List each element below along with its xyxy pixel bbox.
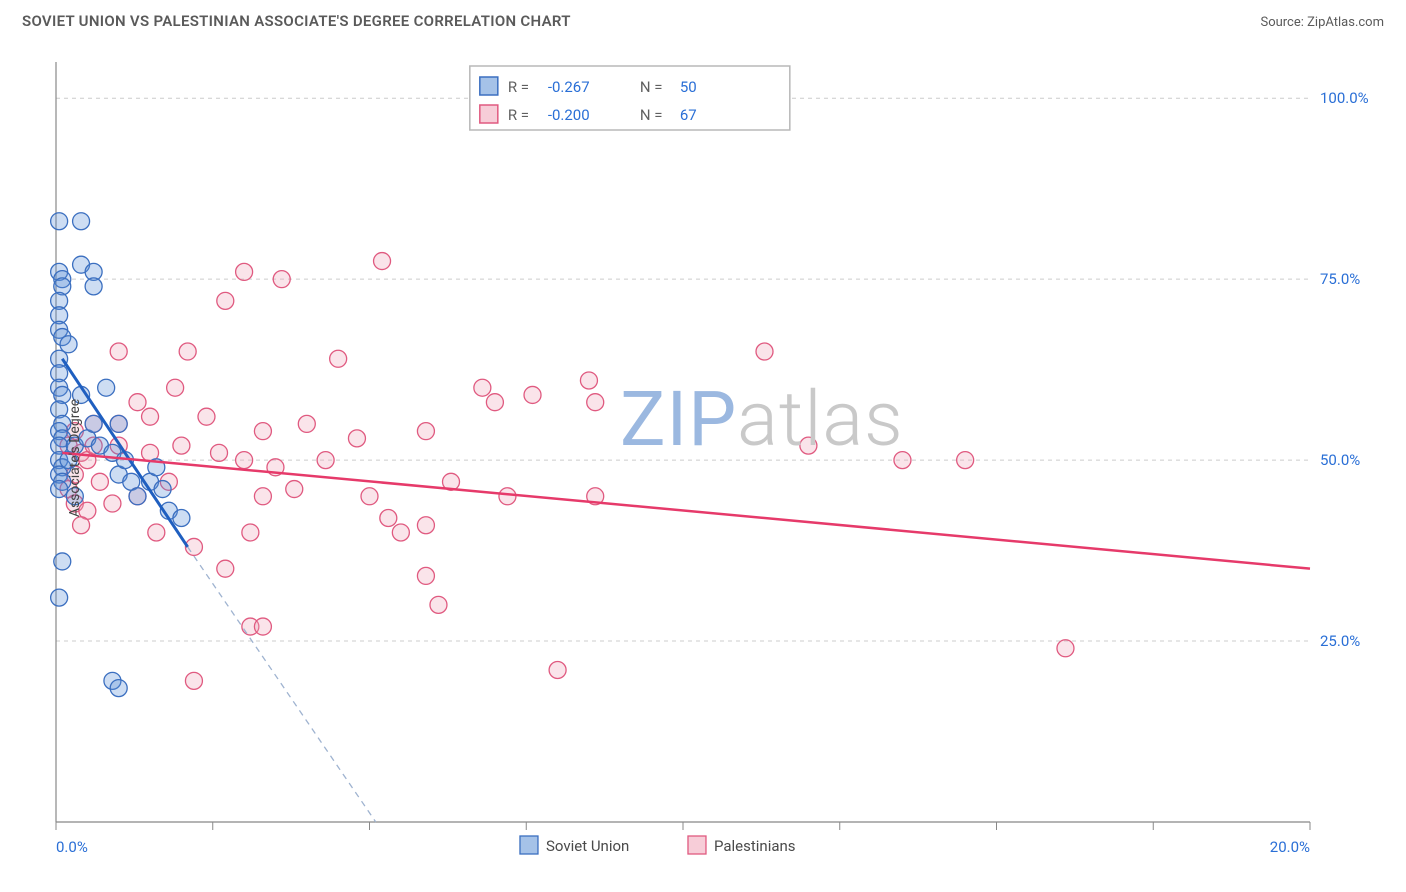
- svg-text:50.0%: 50.0%: [1320, 451, 1360, 469]
- scatter-point: [286, 481, 303, 498]
- scatter-point: [417, 517, 434, 534]
- scatter-point: [800, 437, 817, 454]
- source-name: ZipAtlas.com: [1307, 15, 1384, 30]
- scatter-point: [254, 488, 271, 505]
- scatter-point: [51, 589, 68, 606]
- scatter-point: [51, 481, 68, 498]
- svg-text:67: 67: [680, 106, 697, 124]
- scatter-point: [361, 488, 378, 505]
- scatter-point: [957, 452, 974, 469]
- scatter-point: [91, 473, 108, 490]
- scatter-point: [549, 662, 566, 679]
- scatter-chart: 25.0% 50.0% 75.0% 100.0% 0.0% 20.0% R = -0.267…: [20, 44, 1386, 872]
- scatter-point: [217, 560, 234, 577]
- scatter-point: [179, 343, 196, 360]
- svg-text:50: 50: [680, 78, 697, 96]
- scatter-point: [298, 415, 315, 432]
- scatter-point: [110, 415, 127, 432]
- svg-text:20.0%: 20.0%: [1270, 838, 1310, 856]
- svg-text:R =: R =: [508, 106, 529, 124]
- scatter-point: [756, 343, 773, 360]
- scatter-point: [254, 423, 271, 440]
- svg-text:R =: R =: [508, 78, 529, 96]
- scatter-point: [73, 517, 90, 534]
- scatter-point: [104, 495, 121, 512]
- scatter-point: [51, 213, 68, 230]
- scatter-point: [236, 263, 253, 280]
- scatter-point: [580, 372, 597, 389]
- scatter-point: [129, 488, 146, 505]
- scatter-point: [129, 394, 146, 411]
- svg-text:Palestinians: Palestinians: [714, 837, 796, 855]
- scatter-point: [894, 452, 911, 469]
- scatter-point: [330, 350, 347, 367]
- source-prefix: Source:: [1260, 15, 1307, 30]
- scatter-point: [211, 444, 228, 461]
- scatter-point: [1057, 640, 1074, 657]
- svg-text:N =: N =: [640, 78, 663, 96]
- chart-title: SOVIET UNION VS PALESTINIAN ASSOCIATE'S …: [22, 12, 571, 30]
- scatter-point: [587, 394, 604, 411]
- scatter-point: [217, 292, 234, 309]
- scatter-point: [110, 343, 127, 360]
- scatter-point: [236, 452, 253, 469]
- legend-series: Soviet Union Palestinians: [520, 836, 796, 855]
- scatter-point: [73, 213, 90, 230]
- scatter-point: [60, 336, 77, 353]
- scatter-point: [110, 680, 127, 697]
- svg-text:-0.267: -0.267: [548, 78, 590, 96]
- scatter-point: [392, 524, 409, 541]
- svg-text:-0.200: -0.200: [548, 106, 590, 124]
- scatter-point: [173, 437, 190, 454]
- scatter-point: [417, 423, 434, 440]
- svg-text:100.0%: 100.0%: [1320, 89, 1369, 107]
- scatter-point: [154, 481, 171, 498]
- scatter-point: [185, 672, 202, 689]
- source-attribution: Source: ZipAtlas.com: [1260, 15, 1384, 30]
- svg-text:0.0%: 0.0%: [56, 838, 88, 856]
- scatter-point: [142, 408, 159, 425]
- scatter-point: [85, 278, 102, 295]
- scatter-point: [167, 379, 184, 396]
- scatter-point: [380, 510, 397, 527]
- scatter-point: [173, 510, 190, 527]
- legend-stats: R = -0.267 N = 50 R = -0.200 N = 67: [470, 66, 790, 130]
- svg-text:Soviet Union: Soviet Union: [546, 837, 629, 855]
- svg-text:75.0%: 75.0%: [1320, 270, 1360, 288]
- scatter-point: [273, 271, 290, 288]
- scatter-point: [474, 379, 491, 396]
- scatter-point: [198, 408, 215, 425]
- scatter-point: [524, 386, 541, 403]
- scatter-point: [374, 253, 391, 270]
- scatter-point: [417, 567, 434, 584]
- scatter-point: [499, 488, 516, 505]
- trend-line: [62, 453, 1310, 569]
- scatter-point: [148, 524, 165, 541]
- y-axis-title: Associate's Degree: [67, 399, 83, 517]
- scatter-point: [317, 452, 334, 469]
- svg-text:25.0%: 25.0%: [1320, 632, 1360, 650]
- scatter-point: [242, 524, 259, 541]
- scatter-point: [486, 394, 503, 411]
- scatter-point: [98, 379, 115, 396]
- scatter-point: [430, 596, 447, 613]
- svg-text:N =: N =: [640, 106, 663, 124]
- trend-line-extrapolated: [188, 547, 376, 822]
- scatter-point: [54, 553, 71, 570]
- scatter-point: [85, 415, 102, 432]
- scatter-point: [254, 618, 271, 635]
- scatter-point: [348, 430, 365, 447]
